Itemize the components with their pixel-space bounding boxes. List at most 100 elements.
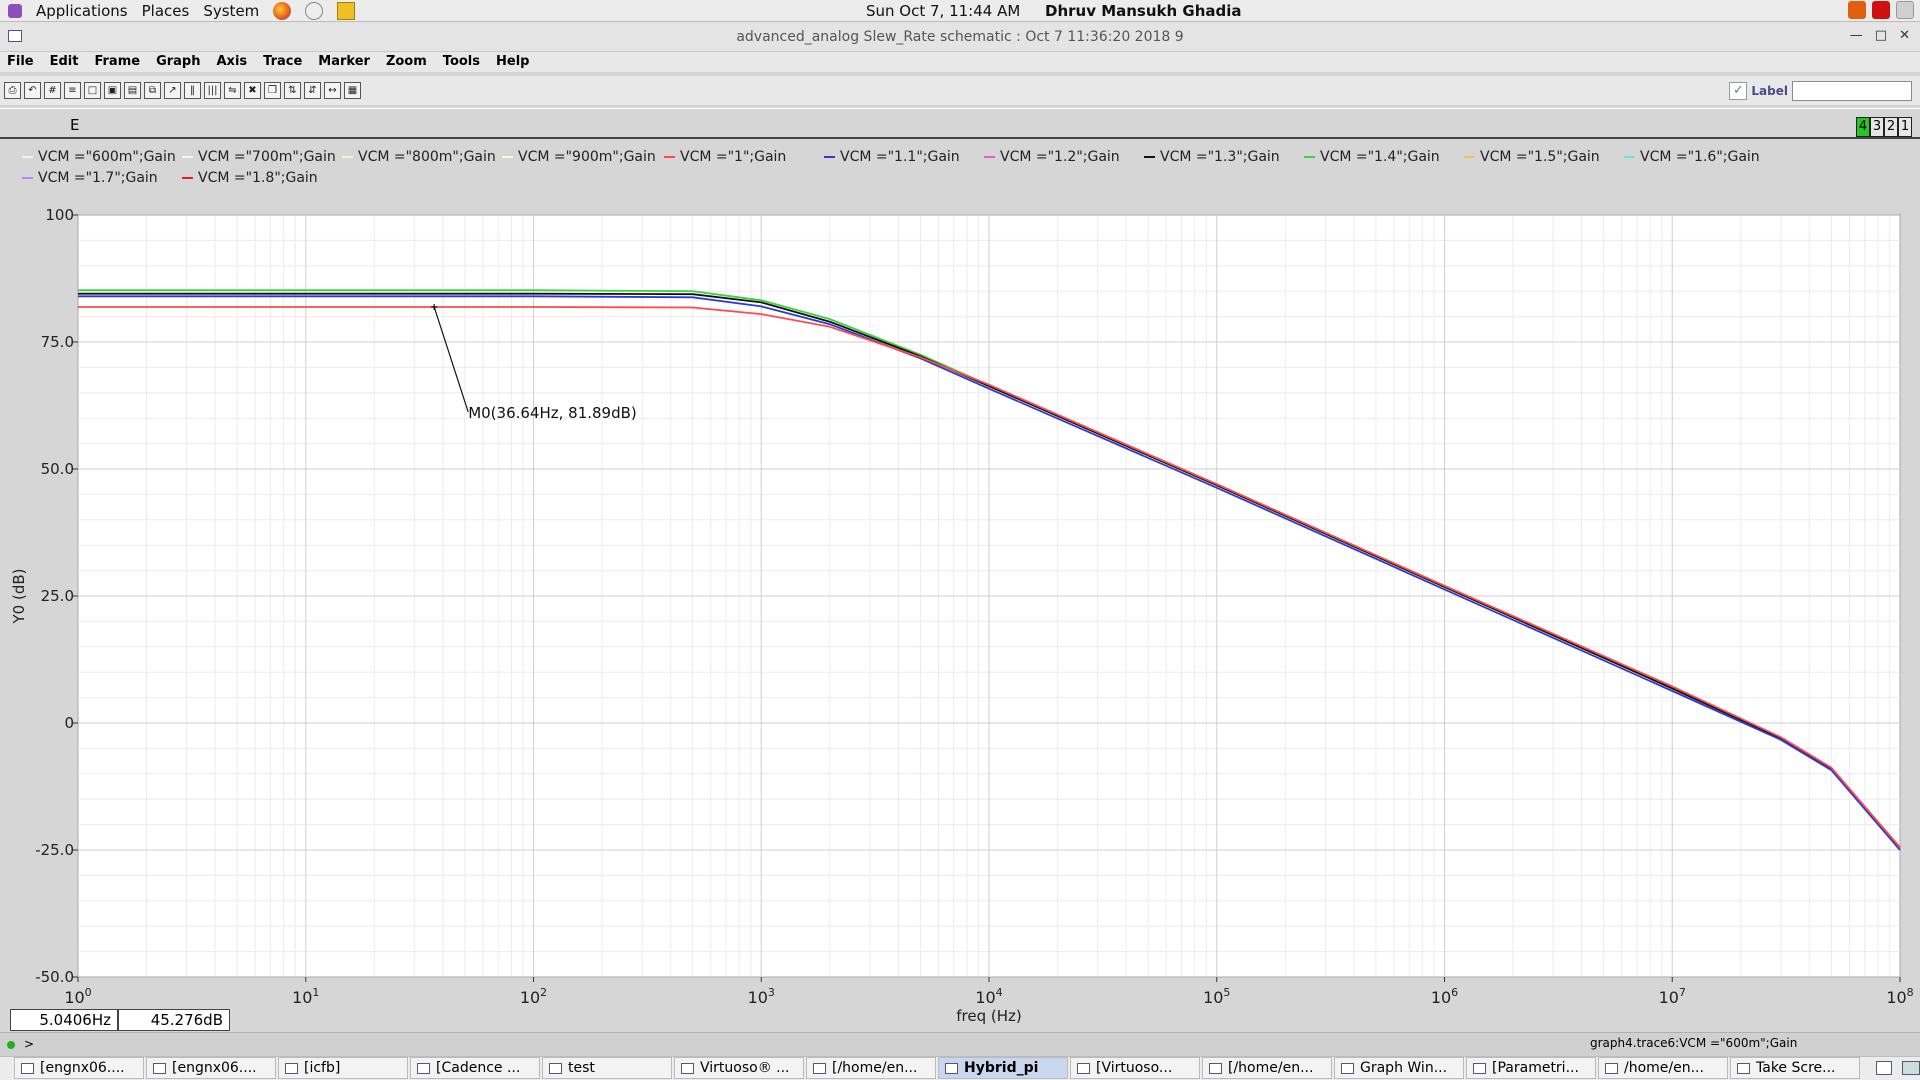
subwindow-tab-4[interactable]: 4 — [1856, 117, 1870, 137]
xy-icon[interactable]: ✖ — [244, 82, 261, 99]
legend-label: VCM ="1.5";Gain — [1480, 149, 1600, 165]
menu-marker[interactable]: Marker — [318, 54, 370, 69]
subwindow-tab-1[interactable]: 1 — [1898, 117, 1912, 137]
clock[interactable]: Sun Oct 7, 11:44 AM — [866, 2, 1021, 20]
legend-item[interactable]: VCM ="1.5";Gain — [1464, 149, 1600, 165]
copy-icon[interactable]: ⧉ — [144, 82, 161, 99]
window-menu-icon[interactable] — [8, 30, 22, 42]
new-window-icon[interactable]: □ — [84, 82, 101, 99]
menu-file[interactable]: File — [7, 54, 34, 69]
label-checkbox[interactable]: ✓ — [1729, 82, 1748, 100]
task-item[interactable]: Graph Win... — [1334, 1057, 1464, 1079]
zoom-y-icon[interactable]: ⇵ — [304, 82, 321, 99]
taskbar: [engnx06.... [engnx06.... [icfb] [Cadenc… — [0, 1056, 1920, 1080]
menu-frame[interactable]: Frame — [94, 54, 141, 69]
x-tick-label: 103 — [748, 986, 775, 1007]
maximize-icon[interactable]: □ — [1874, 28, 1888, 43]
legend-item[interactable]: VCM ="800m";Gain — [342, 149, 496, 165]
legend-item[interactable]: VCM ="700m";Gain — [182, 149, 336, 165]
task-item[interactable]: [/home/en... — [806, 1057, 936, 1079]
subwindow-tab-2[interactable]: 2 — [1884, 117, 1898, 137]
new-subwindow-icon[interactable]: ▣ — [104, 82, 121, 99]
window-titlebar[interactable]: advanced_analog Slew_Rate schematic : Oc… — [0, 22, 1920, 52]
user-name[interactable]: Dhruv Mansukh Ghadia — [1045, 2, 1242, 20]
menu-applications[interactable]: Applications — [36, 2, 128, 20]
workspace-switcher-icon[interactable] — [1902, 1061, 1920, 1075]
legend-item[interactable]: VCM ="1.1";Gain — [824, 149, 960, 165]
menu-places[interactable]: Places — [141, 2, 190, 20]
command-prompt[interactable]: > — [24, 1037, 35, 1051]
zoom-x-icon[interactable]: ↔ — [324, 82, 341, 99]
notes-icon[interactable] — [337, 2, 356, 20]
grid-icon[interactable]: # — [44, 82, 61, 99]
task-item[interactable]: [Parametri... — [1466, 1057, 1596, 1079]
menu-tools[interactable]: Tools — [442, 54, 480, 69]
task-item[interactable]: /home/en... — [1598, 1057, 1728, 1079]
memory-monitor-icon[interactable] — [1872, 1, 1890, 19]
zoom-fit-icon[interactable]: ▦ — [344, 82, 361, 99]
legend-swatch — [1624, 156, 1635, 158]
marker-label: M0(36.64Hz, 81.89dB) — [468, 404, 637, 422]
task-item[interactable]: Take Scre... — [1730, 1057, 1860, 1079]
expand-icon[interactable]: ↗ — [164, 82, 181, 99]
legend-item[interactable]: VCM ="1.7";Gain — [22, 170, 158, 186]
task-label: Virtuoso® ... — [700, 1060, 790, 1076]
task-item[interactable]: [/home/en... — [1202, 1057, 1332, 1079]
menu-edit[interactable]: Edit — [49, 54, 79, 69]
task-item[interactable]: [Cadence ... — [410, 1057, 540, 1079]
legend-item[interactable]: VCM ="1.3";Gain — [1144, 149, 1280, 165]
label-input[interactable] — [1792, 81, 1912, 101]
menu-trace[interactable]: Trace — [263, 54, 303, 69]
applications-icon — [8, 4, 22, 18]
menu-graph[interactable]: Graph — [156, 54, 201, 69]
legend-swatch — [984, 156, 995, 158]
bars-icon[interactable]: ‖ — [184, 82, 201, 99]
legend-item[interactable]: VCM ="1";Gain — [664, 149, 786, 165]
task-item[interactable]: Hybrid_pi — [938, 1057, 1068, 1079]
fit-icon[interactable]: ⇅ — [284, 82, 301, 99]
x-tick-label: 102 — [520, 986, 547, 1007]
menu-axis[interactable]: Axis — [216, 54, 248, 69]
layout-icon[interactable]: ▤ — [124, 82, 141, 99]
task-item[interactable]: [engnx06.... — [14, 1057, 144, 1079]
print-icon[interactable]: ⎙ — [4, 82, 21, 99]
notification-icon[interactable] — [1848, 1, 1866, 19]
subwindow-tab-3[interactable]: 3 — [1870, 117, 1884, 137]
minimize-icon[interactable]: — — [1849, 28, 1863, 43]
delete-icon[interactable]: ❒ — [264, 82, 281, 99]
menu-system[interactable]: System — [203, 2, 260, 20]
task-item[interactable]: test — [542, 1057, 672, 1079]
task-label: [icfb] — [304, 1060, 341, 1076]
scale-icon[interactable]: ⇋ — [224, 82, 241, 99]
status-led-icon — [7, 1041, 15, 1049]
y-tick-label: 25.0 — [41, 587, 74, 605]
legend-item[interactable]: VCM ="600m";Gain — [22, 149, 176, 165]
subwindow-label: E — [70, 116, 80, 134]
legend-item[interactable]: VCM ="1.2";Gain — [984, 149, 1120, 165]
network-icon[interactable] — [305, 2, 324, 20]
task-label: Hybrid_pi — [964, 1060, 1039, 1076]
window-icon — [1341, 1062, 1354, 1074]
task-item[interactable]: [engnx06.... — [146, 1057, 276, 1079]
legend-item[interactable]: VCM ="1.8";Gain — [182, 170, 318, 186]
volume-icon[interactable] — [1896, 1, 1914, 19]
columns-icon[interactable]: ||| — [204, 82, 221, 99]
undo-icon[interactable]: ↶ — [24, 82, 41, 99]
strip-icon[interactable]: ≡ — [64, 82, 81, 99]
close-icon[interactable]: ✕ — [1899, 28, 1910, 43]
task-label: test — [568, 1060, 595, 1076]
firefox-icon[interactable] — [273, 2, 292, 20]
menu-help[interactable]: Help — [496, 54, 530, 69]
task-item[interactable]: Virtuoso® ... — [674, 1057, 804, 1079]
series-lines — [78, 289, 1901, 851]
window-icon — [1077, 1062, 1090, 1074]
legend-label: VCM ="600m";Gain — [38, 149, 176, 165]
show-desktop-icon[interactable] — [1876, 1061, 1892, 1075]
legend-item[interactable]: VCM ="1.4";Gain — [1304, 149, 1440, 165]
task-item[interactable]: [Virtuoso... — [1070, 1057, 1200, 1079]
menu-zoom[interactable]: Zoom — [385, 54, 427, 69]
legend-item[interactable]: VCM ="1.6";Gain — [1624, 149, 1760, 165]
legend-item[interactable]: VCM ="900m";Gain — [502, 149, 656, 165]
task-item[interactable]: [icfb] — [278, 1057, 408, 1079]
